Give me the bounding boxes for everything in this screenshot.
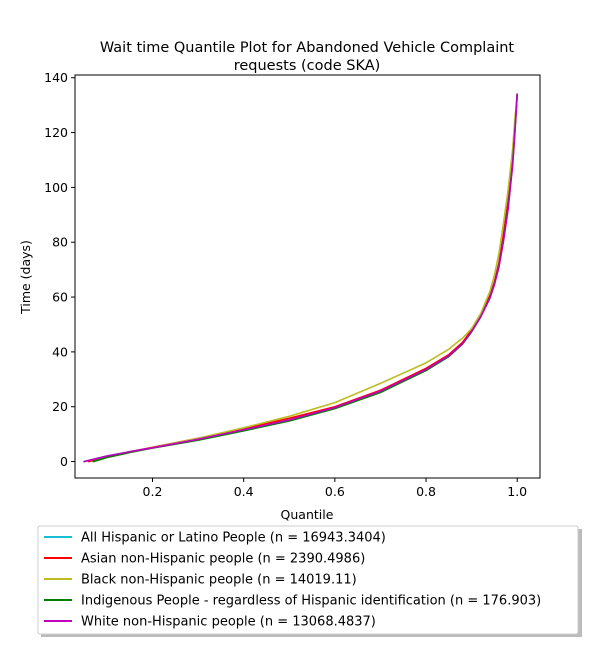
x-axis-ticks: 0.2 0.4 0.6 0.8 1.0	[143, 478, 527, 499]
legend-entry-label: All Hispanic or Latino People (n = 16943…	[81, 531, 386, 546]
y-tick-label: 80	[52, 235, 68, 250]
chart-title: Wait time Quantile Plot for Abandoned Ve…	[100, 40, 515, 74]
y-tick-label: 40	[52, 344, 68, 359]
y-tick-label: 140	[44, 70, 68, 85]
y-tick-label: 0	[60, 454, 68, 469]
legend-entry-label: Black non-Hispanic people (n = 14019.11)	[81, 573, 357, 588]
legend-entry-label: White non-Hispanic people (n = 13068.483…	[81, 615, 376, 630]
x-tick-label: 0.8	[416, 484, 436, 499]
y-tick-label: 60	[52, 290, 68, 305]
chart-title-line-2: requests (code SKA)	[234, 58, 381, 74]
x-tick-label: 0.4	[234, 484, 254, 499]
legend-entry-label: Indigenous People - regardless of Hispan…	[81, 594, 541, 609]
series-lines	[83, 93, 519, 463]
x-axis-label: Quantile	[281, 507, 334, 522]
plot-area	[74, 74, 541, 479]
x-tick-label: 0.2	[143, 484, 163, 499]
y-tick-label: 20	[52, 399, 68, 414]
y-axis-label: Time (days)	[18, 240, 33, 315]
y-tick-label: 100	[44, 180, 68, 195]
y-axis-ticks: 0 20 40 60 80 100 120 140	[44, 70, 75, 469]
legend: All Hispanic or Latino People (n = 16943…	[37, 525, 582, 637]
legend-box	[37, 525, 579, 635]
y-tick-label: 120	[44, 125, 68, 140]
x-tick-label: 1.0	[507, 484, 527, 499]
legend-entry-label: Asian non-Hispanic people (n = 2390.4986…	[81, 552, 365, 567]
x-tick-label: 0.6	[325, 484, 345, 499]
chart-title-line-1: Wait time Quantile Plot for Abandoned Ve…	[100, 40, 515, 56]
series-line-5	[83, 93, 519, 463]
